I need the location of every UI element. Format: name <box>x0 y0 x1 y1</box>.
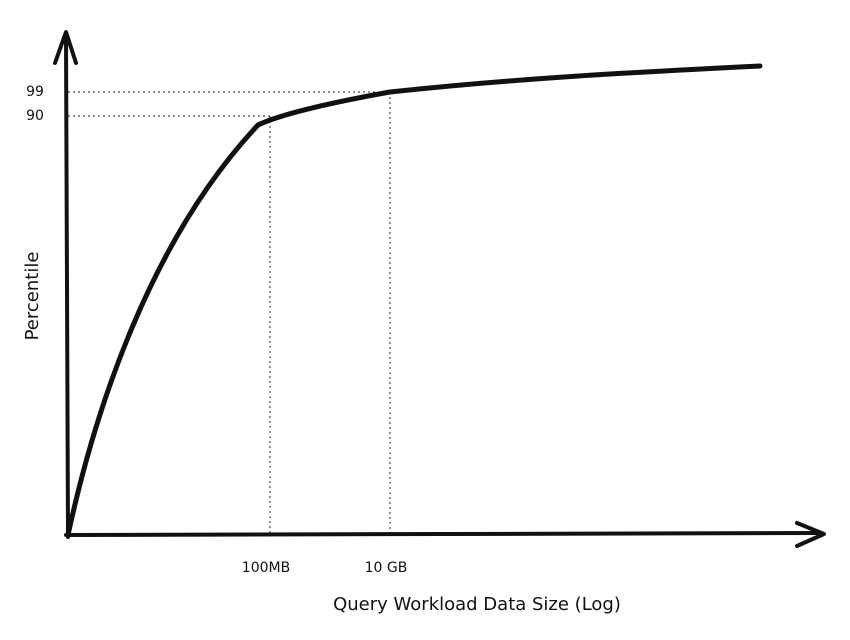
y-tick-label-0: 90 <box>26 108 44 124</box>
axes <box>53 30 826 548</box>
x-axis-title: Query Workload Data Size (Log) <box>333 594 621 615</box>
x-axis <box>64 531 822 537</box>
tick-labels: 100MB 10 GB 90 99 <box>26 84 407 576</box>
y-axis-title: Percentile <box>22 252 43 341</box>
y-tick-label-1: 99 <box>26 84 44 100</box>
x-tick-label-0: 100MB <box>242 560 290 576</box>
reference-guides <box>68 91 391 535</box>
x-tick-label-1: 10 GB <box>365 560 408 576</box>
y-axis <box>64 36 70 539</box>
percentile-curve <box>65 63 763 538</box>
y-axis-arrowhead <box>53 30 78 65</box>
x-axis-arrowhead <box>795 521 826 548</box>
